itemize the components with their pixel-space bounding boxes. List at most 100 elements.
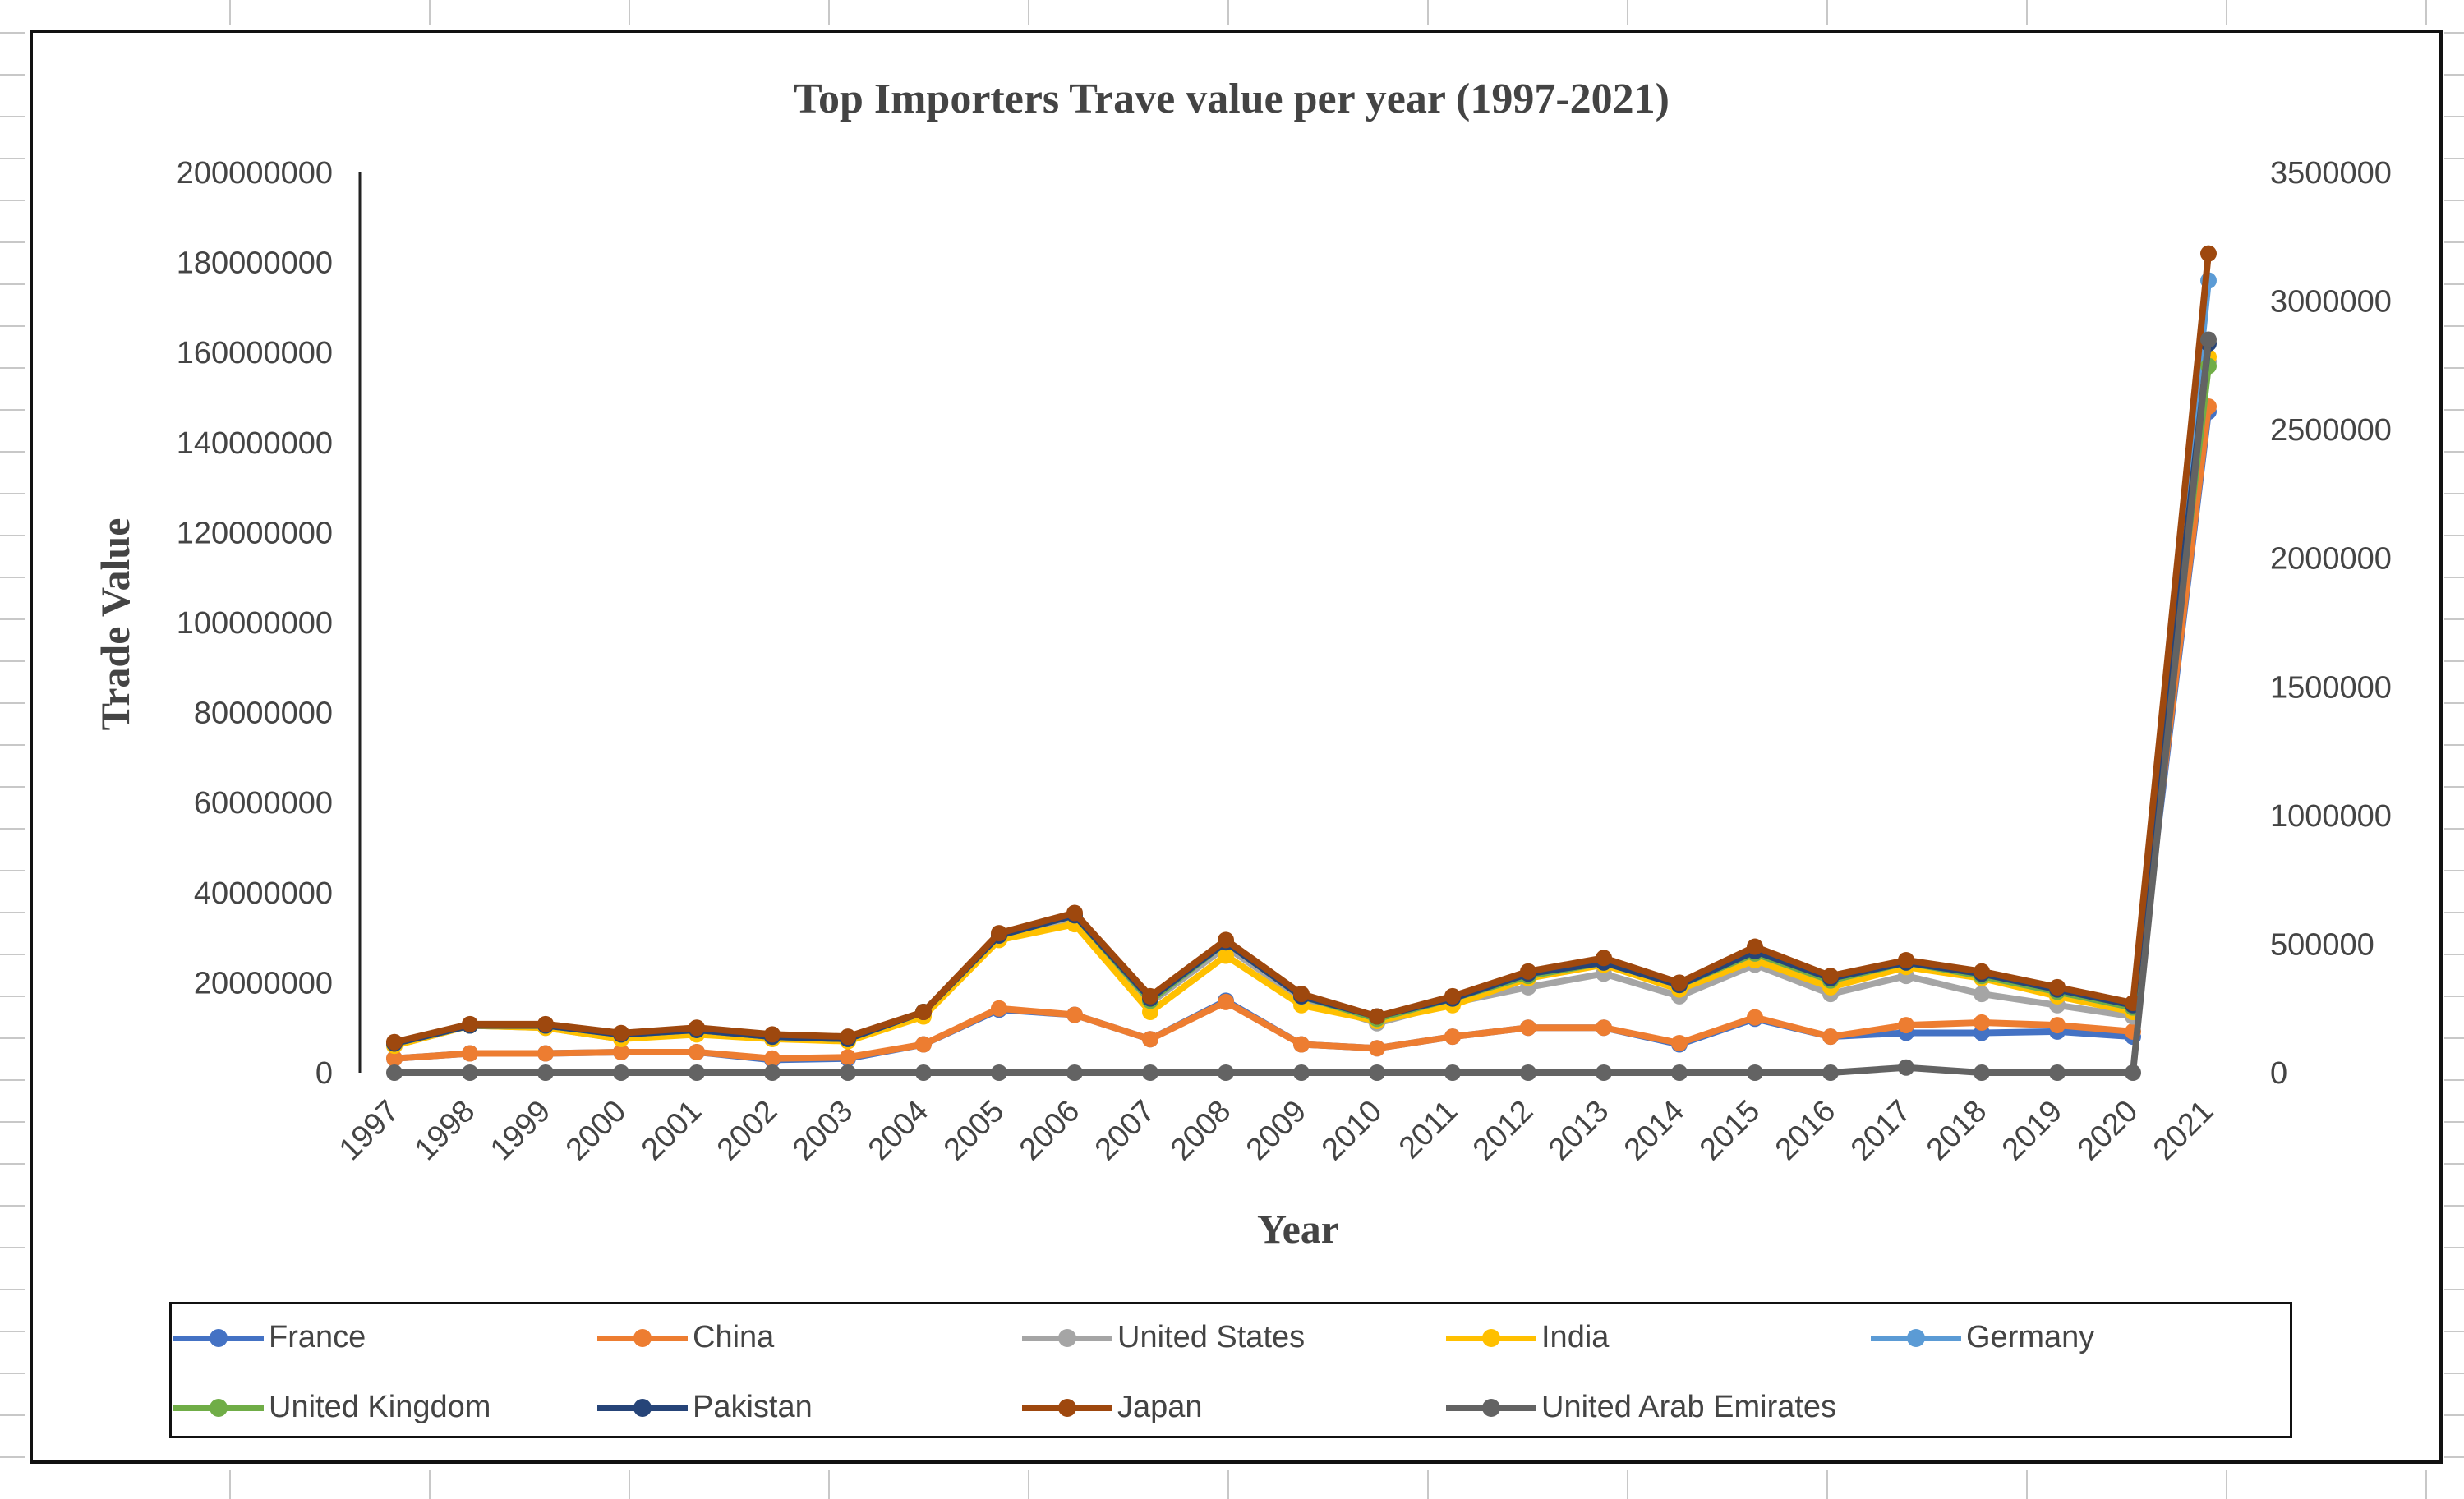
data-point-china[interactable] [1444, 1028, 1461, 1046]
data-point-china[interactable] [386, 1050, 403, 1067]
data-point-united-arab-emirates[interactable] [1974, 1064, 1990, 1081]
data-point-united-arab-emirates[interactable] [386, 1064, 403, 1081]
data-point-united-arab-emirates[interactable] [689, 1064, 705, 1081]
data-point-united-arab-emirates[interactable] [1671, 1064, 1688, 1081]
x-tick-label: 2012 [1467, 1094, 1540, 1167]
data-point-china[interactable] [1596, 1019, 1612, 1037]
data-point-china[interactable] [1369, 1040, 1385, 1057]
data-point-united-arab-emirates[interactable] [1596, 1064, 1612, 1081]
data-point-china[interactable] [1066, 1006, 1083, 1023]
data-point-china[interactable] [1822, 1028, 1839, 1046]
data-point-china[interactable] [689, 1043, 705, 1060]
x-tick-label: 2004 [862, 1094, 935, 1167]
data-point-china[interactable] [1142, 1031, 1158, 1048]
series-line-pakistan [394, 343, 2212, 1047]
data-point-china[interactable] [613, 1043, 629, 1060]
data-point-japan[interactable] [1218, 931, 1234, 949]
data-point-japan[interactable] [1142, 987, 1158, 1005]
data-point-japan[interactable] [1293, 986, 1310, 1003]
data-point-india[interactable] [1142, 1004, 1158, 1021]
series-line-china [394, 406, 2212, 1062]
data-point-china[interactable] [840, 1049, 856, 1066]
data-point-united-arab-emirates[interactable] [2200, 331, 2217, 348]
data-point-china[interactable] [1293, 1036, 1310, 1053]
data-point-japan[interactable] [915, 1004, 932, 1021]
data-point-japan[interactable] [537, 1015, 554, 1032]
data-point-japan[interactable] [1747, 938, 1763, 955]
data-point-united-arab-emirates[interactable] [613, 1064, 629, 1081]
data-point-china[interactable] [764, 1050, 781, 1067]
data-point-japan[interactable] [1369, 1008, 1385, 1025]
data-point-china[interactable] [1747, 1009, 1763, 1026]
data-point-japan[interactable] [2049, 978, 2066, 996]
data-point-united-arab-emirates[interactable] [1066, 1064, 1083, 1081]
series-china [386, 398, 2217, 1067]
data-point-china[interactable] [991, 1000, 1007, 1017]
legend-item[interactable]: China [597, 1320, 774, 1355]
data-point-japan[interactable] [2200, 245, 2217, 262]
data-point-japan[interactable] [613, 1024, 629, 1041]
legend-item[interactable]: United Kingdom [173, 1390, 490, 1425]
data-point-united-arab-emirates[interactable] [537, 1064, 554, 1081]
x-tick-label: 2019 [1996, 1094, 2069, 1167]
data-point-india[interactable] [1218, 947, 1234, 964]
data-point-japan[interactable] [1596, 950, 1612, 967]
legend-item[interactable]: Japan [1022, 1390, 1203, 1425]
series-germany [386, 272, 2217, 1052]
data-point-china[interactable] [1898, 1017, 1914, 1034]
data-point-japan[interactable] [386, 1033, 403, 1051]
x-tick-label: 2001 [635, 1094, 708, 1167]
data-point-united-arab-emirates[interactable] [1218, 1064, 1234, 1081]
data-point-japan[interactable] [1444, 987, 1461, 1005]
data-point-united-arab-emirates[interactable] [1142, 1064, 1158, 1081]
data-point-japan[interactable] [840, 1028, 856, 1046]
y2-tick-label: 500000 [2270, 927, 2374, 962]
legend-item[interactable]: Pakistan [597, 1390, 813, 1425]
x-tick-label: 1997 [333, 1094, 406, 1167]
data-point-united-arab-emirates[interactable] [1520, 1064, 1536, 1081]
data-point-united-arab-emirates[interactable] [915, 1064, 932, 1081]
data-point-united-arab-emirates[interactable] [1444, 1064, 1461, 1081]
legend-item[interactable]: India [1446, 1320, 1609, 1355]
legend-item[interactable]: Germany [1871, 1320, 2094, 1355]
data-point-united-arab-emirates[interactable] [1369, 1064, 1385, 1081]
data-point-united-states[interactable] [1974, 986, 1990, 1003]
chart-area[interactable] [30, 30, 2443, 1464]
data-point-china[interactable] [915, 1036, 932, 1053]
data-point-china[interactable] [462, 1045, 478, 1062]
legend-swatch [597, 1326, 688, 1350]
data-point-japan[interactable] [1974, 963, 1990, 980]
data-point-japan[interactable] [764, 1026, 781, 1043]
data-point-united-arab-emirates[interactable] [1293, 1064, 1310, 1081]
data-point-japan[interactable] [1520, 963, 1536, 980]
data-point-united-arab-emirates[interactable] [462, 1064, 478, 1081]
series-united-arab-emirates [386, 331, 2217, 1081]
data-point-japan[interactable] [1822, 968, 1839, 985]
data-point-japan[interactable] [991, 925, 1007, 942]
data-point-china[interactable] [2049, 1017, 2066, 1034]
data-point-united-arab-emirates[interactable] [991, 1064, 1007, 1081]
legend[interactable]: France China United States India Germany Unit… [169, 1302, 2292, 1438]
data-point-japan[interactable] [1898, 952, 1914, 968]
series-japan [386, 245, 2217, 1051]
data-point-japan[interactable] [462, 1015, 478, 1032]
data-point-united-arab-emirates[interactable] [1898, 1059, 1914, 1076]
legend-item[interactable]: United States [1022, 1320, 1305, 1355]
data-point-china[interactable] [537, 1045, 554, 1062]
data-point-united-arab-emirates[interactable] [840, 1064, 856, 1081]
data-point-united-arab-emirates[interactable] [764, 1064, 781, 1081]
data-point-united-arab-emirates[interactable] [2049, 1064, 2066, 1081]
data-point-japan[interactable] [1671, 974, 1688, 991]
data-point-china[interactable] [1974, 1014, 1990, 1031]
data-point-china[interactable] [1218, 993, 1234, 1010]
data-point-united-arab-emirates[interactable] [1822, 1064, 1839, 1081]
data-point-japan[interactable] [689, 1019, 705, 1037]
data-point-china[interactable] [1671, 1034, 1688, 1051]
legend-item[interactable]: United Arab Emirates [1446, 1390, 1836, 1425]
data-point-china[interactable] [1520, 1019, 1536, 1037]
legend-item[interactable]: France [173, 1320, 366, 1355]
data-point-japan[interactable] [1066, 904, 1083, 922]
data-point-united-arab-emirates[interactable] [1747, 1064, 1763, 1081]
data-point-united-arab-emirates[interactable] [2125, 1064, 2141, 1081]
